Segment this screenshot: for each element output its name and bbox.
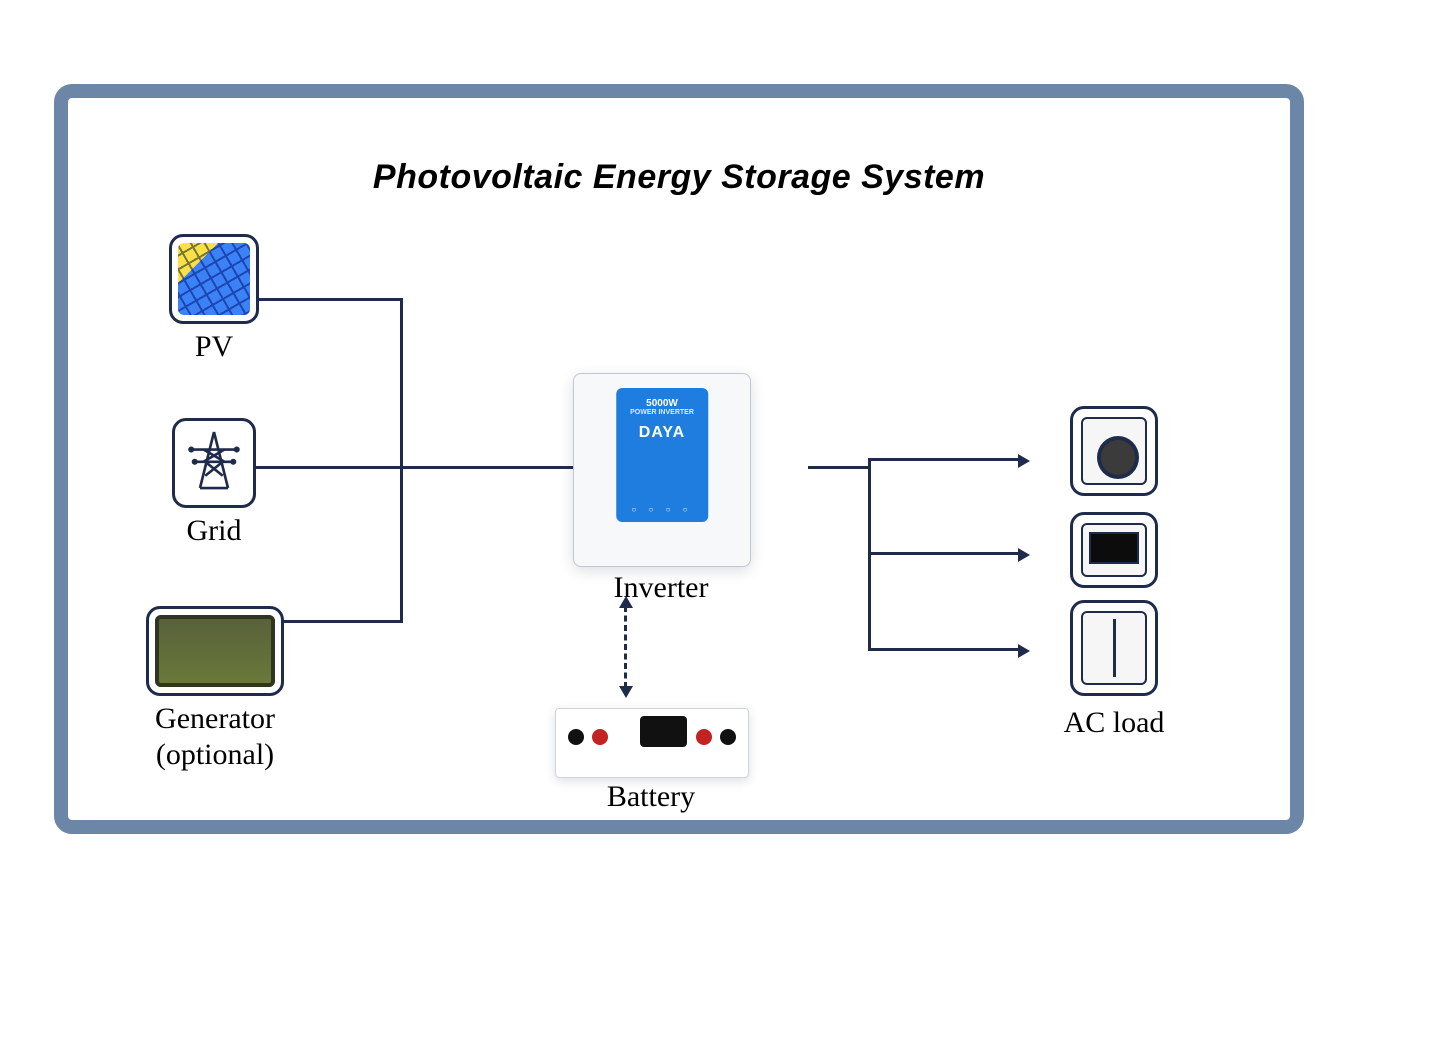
load-fridge-node [1070,600,1158,696]
battery-terminal-red-left [592,729,608,745]
inverter-wattage: 5000W [616,398,708,409]
conn-grid-to-bus [256,466,400,469]
generator-icon [155,615,275,687]
battery-terminal-black-right [720,729,736,745]
ac-load-label: AC load [1030,706,1198,740]
solar-panel-icon [178,243,250,315]
conn-to-load-top [868,458,1018,461]
conn-gen-to-bus [284,620,400,623]
diagram-title: Photovoltaic Energy Storage System [68,158,1290,197]
conn-to-load-mid [868,552,1018,555]
arrow-head-load-mid [1018,548,1030,562]
grid-node [172,418,256,508]
generator-sublabel: (optional) [106,738,324,772]
inverter-label: Inverter [533,571,789,605]
washing-machine-icon [1081,417,1147,485]
load-washer-node [1070,406,1158,496]
pv-node [169,234,259,324]
inverter-brand: DAYA [616,424,708,442]
grid-label: Grid [152,514,276,548]
conn-left-bus [400,298,403,623]
inverter-subtitle: POWER INVERTER [616,409,708,416]
fridge-icon [1081,611,1147,685]
arrow-head-load-top [1018,454,1030,468]
inverter-front-panel: 5000W POWER INVERTER DAYA ○ ○ ○ ○ [616,388,708,522]
battery-terminal-black [568,729,584,745]
conn-inverter-battery [624,606,627,688]
generator-label: Generator [106,702,324,736]
load-tv-node [1070,512,1158,588]
arrow-head-up [619,596,633,608]
transmission-tower-icon [179,425,249,495]
pv-label: PV [149,330,279,364]
tv-icon [1081,523,1147,577]
conn-bus-to-inverter [400,466,573,469]
conn-inverter-out [808,466,868,469]
battery-node [555,708,749,778]
conn-to-load-bot [868,648,1018,651]
inverter-node: 5000W POWER INVERTER DAYA ○ ○ ○ ○ [573,373,751,567]
arrow-head-down [619,686,633,698]
battery-screen-icon [640,716,686,747]
battery-terminal-red-right [696,729,712,745]
generator-node [146,606,284,696]
conn-pv-to-bus [259,298,400,301]
diagram-frame: Photovoltaic Energy Storage System PV Gr… [54,84,1304,834]
battery-label: Battery [515,780,787,814]
inverter-buttons-icon: ○ ○ ○ ○ [616,505,708,514]
arrow-head-load-bot [1018,644,1030,658]
